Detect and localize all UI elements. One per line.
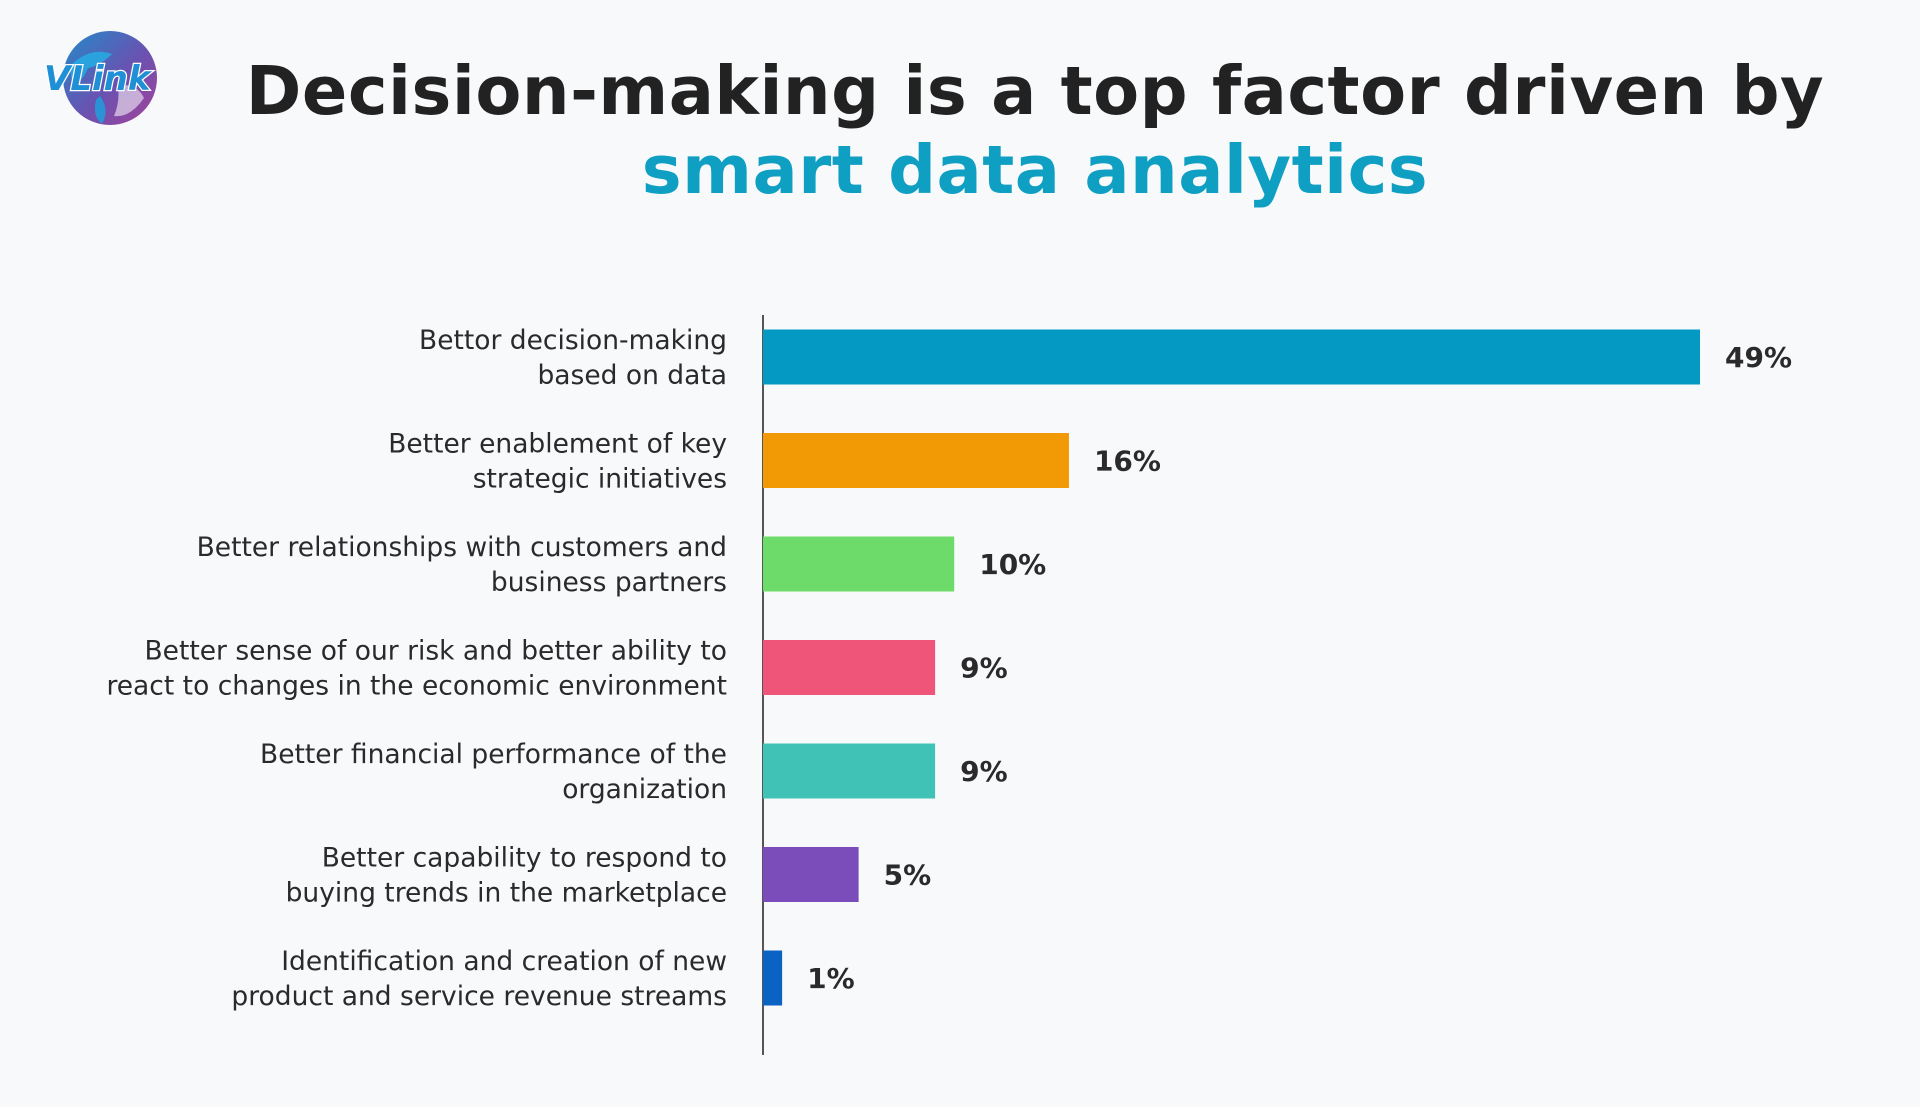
bar-6 [763, 950, 783, 1006]
bar-5 [763, 847, 859, 902]
logo-wordmark: VLink [44, 59, 153, 99]
vlink-logo: VLink [40, 26, 180, 130]
category-label-6: Identification and creation of new produc… [231, 946, 727, 1012]
bar-4 [763, 743, 936, 799]
category-label-2: Better relationships with customers and b… [197, 532, 727, 598]
value-label-4: 9% [960, 755, 1008, 788]
category-label-1: Better enablement of key strategic initia… [388, 429, 727, 495]
title-line-2: smart data analytics [641, 131, 1429, 209]
value-label-0: 49% [1725, 341, 1792, 374]
chart-title: Decision-making is a top factor driven b… [0, 52, 1920, 210]
category-label-0: Bettor decision-making based on data [419, 325, 727, 391]
value-label-1: 16% [1094, 445, 1161, 478]
bar-1 [763, 433, 1069, 488]
category-label-4: Better financial performance of the organ… [260, 739, 727, 805]
bar-3 [763, 640, 936, 695]
value-label-3: 9% [960, 652, 1008, 685]
title-line-1: Decision-making is a top factor driven b… [245, 52, 1825, 130]
value-label-6: 1% [807, 962, 855, 995]
bar-2 [763, 536, 955, 592]
bar-0 [763, 329, 1700, 385]
value-label-5: 5% [884, 859, 932, 892]
category-label-3: Better sense of our risk and better abil… [106, 636, 727, 702]
value-label-2: 10% [979, 548, 1046, 581]
category-label-5: Better capability to respond to buying tr… [286, 843, 727, 909]
